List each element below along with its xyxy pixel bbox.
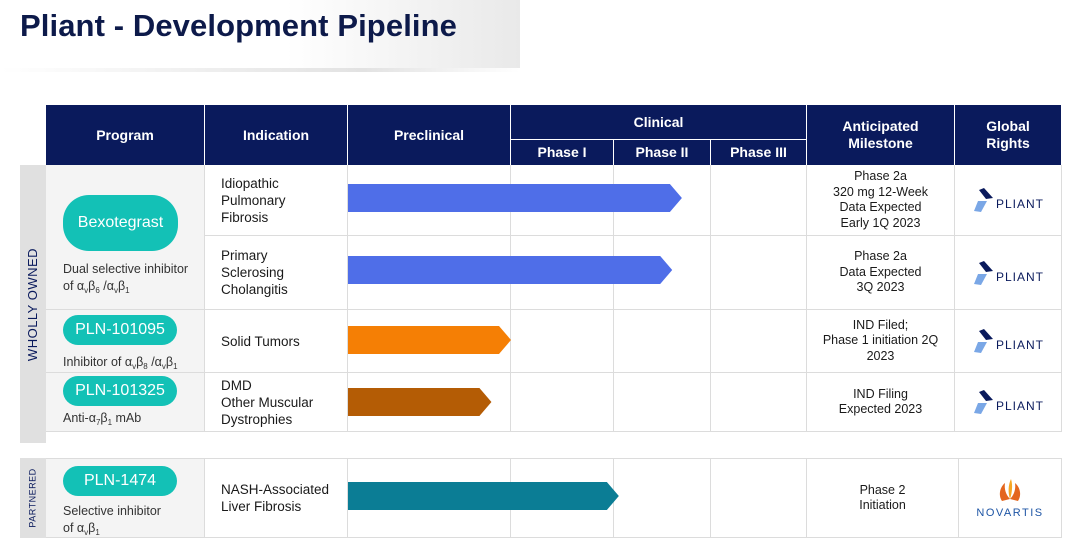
novartis-flame-icon xyxy=(999,479,1021,501)
grid-line xyxy=(204,458,205,538)
grid-line xyxy=(806,165,807,432)
rights-logo-pliant: PLIANT xyxy=(955,373,1061,431)
milestone-psc: Phase 2a Data Expected 3Q 2023 xyxy=(839,249,922,295)
program-pill-pln-1474: PLN-1474 xyxy=(63,466,177,496)
grid-line xyxy=(613,165,614,432)
sidebar-wholly-owned-label: WHOLLY OWNED xyxy=(25,247,41,361)
rights-logo-pliant: PLIANT xyxy=(955,236,1061,309)
program-desc: Dual selective inhibitor of αvβ6 /αvβ1 xyxy=(63,262,189,295)
grid-line xyxy=(1061,165,1062,432)
grid-line xyxy=(806,458,807,538)
grid-line xyxy=(46,431,1061,432)
title-band xyxy=(0,0,520,72)
rights-logo-pliant: PLIANT xyxy=(955,310,1061,372)
milestone-solid-tumors: IND Filed; Phase 1 initiation 2Q 2023 xyxy=(822,317,939,363)
progress-bar-solid-tumors xyxy=(348,326,511,354)
page-title: Pliant - Development Pipeline xyxy=(20,8,457,43)
grid-line xyxy=(613,458,614,538)
grid-line xyxy=(710,165,711,432)
sidebar-partnered: PARTNERED xyxy=(20,458,46,538)
program-pill-pln-101325: PLN-101325 xyxy=(63,376,177,406)
header-phase-2: Phase II xyxy=(614,140,710,165)
header-phase-1: Phase I xyxy=(511,140,613,165)
grid-line xyxy=(347,165,348,432)
indication-nash: NASH-Associated Liver Fibrosis xyxy=(221,482,330,514)
rights-logo-novartis: NOVARTIS xyxy=(959,459,1061,537)
indication-dmd: DMD Other Muscular Dystrophies xyxy=(221,377,314,427)
rights-label: PLIANT xyxy=(995,197,1044,211)
header-rights: Global Rights xyxy=(955,105,1061,165)
program-desc: Inhibitor of αvβ8 /αvβ1 xyxy=(63,355,178,371)
grid-line xyxy=(204,165,205,432)
milestone-ipf: Phase 2a 320 mg 12-Week Data Expected Early… xyxy=(833,169,928,230)
progress-bar-ipf xyxy=(348,184,682,212)
pliant-mark-icon xyxy=(973,188,993,212)
program-pill-pln-101095: PLN-101095 xyxy=(63,315,177,345)
grid-line xyxy=(958,458,959,538)
sidebar-wholly-owned: WHOLLY OWNED xyxy=(20,165,46,443)
program-pill-bexotegrast: Bexotegrast xyxy=(63,195,178,251)
milestone-nash: Phase 2 Initiation xyxy=(859,482,906,513)
rights-label: PLIANT xyxy=(995,338,1044,352)
header-rights-label: Global Rights xyxy=(986,118,1030,151)
grid-line xyxy=(46,309,1061,310)
rights-label: NOVARTIS xyxy=(976,507,1044,519)
header-preclinical: Preclinical xyxy=(348,105,510,165)
pliant-mark-icon xyxy=(973,390,993,414)
grid-line xyxy=(954,165,955,432)
header-indication: Indication xyxy=(205,105,347,165)
grid-line xyxy=(204,235,1061,236)
grid-line xyxy=(510,458,511,538)
rights-logo-pliant: PLIANT xyxy=(955,165,1061,235)
indication-solid-tumors: Solid Tumors xyxy=(221,333,300,349)
header-milestone: Anticipated Milestone xyxy=(807,105,954,165)
indication-psc: Primary Sclerosing Cholangitis xyxy=(221,248,288,297)
grid-line xyxy=(46,372,1061,373)
program-desc: Anti-α7β1 mAb xyxy=(63,411,142,427)
grid-line xyxy=(1061,458,1062,538)
sidebar-partnered-label: PARTNERED xyxy=(28,468,38,528)
header-milestone-label: Anticipated Milestone xyxy=(842,118,919,151)
program-desc: Selective inhibitor of αvβ1 xyxy=(63,504,161,537)
indication-ipf: Idiopathic Pulmonary Fibrosis xyxy=(221,175,286,225)
pliant-mark-icon xyxy=(973,260,993,285)
progress-bar-dmd xyxy=(348,388,492,416)
milestone-dmd: IND Filing Expected 2023 xyxy=(838,386,923,417)
grid-line xyxy=(710,458,711,538)
progress-bar-nash xyxy=(348,482,619,510)
grid-line xyxy=(347,458,348,538)
header-program: Program xyxy=(46,105,204,165)
rights-label: PLIANT xyxy=(995,399,1044,413)
rights-label: PLIANT xyxy=(995,269,1044,284)
pliant-mark-icon xyxy=(973,329,993,353)
header-phase-3: Phase III xyxy=(711,140,806,165)
grid-line xyxy=(510,165,511,432)
header-clinical: Clinical xyxy=(511,105,806,139)
grid-line xyxy=(46,537,1061,538)
grid-line xyxy=(46,458,1061,459)
